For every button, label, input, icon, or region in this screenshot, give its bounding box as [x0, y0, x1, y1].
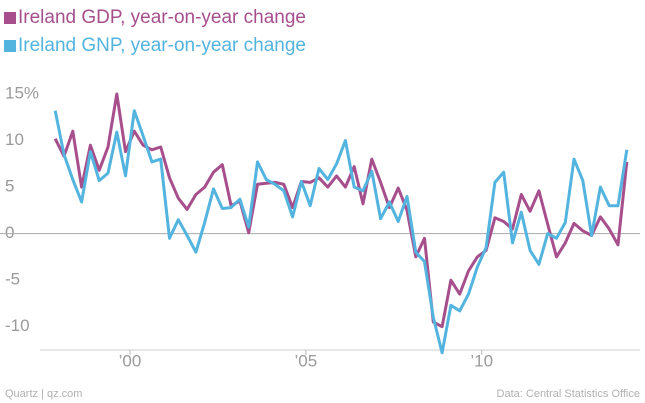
legend-label: Ireland GDP, year-on-year change — [18, 7, 306, 28]
y-tick-label: 0 — [5, 223, 14, 242]
y-tick-label: -10 — [5, 316, 30, 335]
y-tick-label: 15% — [5, 83, 39, 102]
legend-swatch — [4, 40, 16, 52]
y-tick-label: -5 — [5, 270, 20, 289]
legend-swatch — [4, 12, 16, 24]
y-tick-label: 10 — [5, 130, 24, 149]
x-tick-label: ’00 — [119, 351, 142, 370]
legend-label: Ireland GNP, year-on-year change — [18, 35, 306, 56]
x-tick-label: ’10 — [470, 351, 493, 370]
series-line — [53, 92, 629, 329]
source: Data: Central Statistics Office — [497, 388, 640, 400]
series-line — [53, 109, 629, 355]
credit: Quartz | qz.com — [5, 388, 82, 400]
y-tick-label: 5 — [5, 177, 14, 196]
x-tick-label: ’05 — [294, 351, 317, 370]
